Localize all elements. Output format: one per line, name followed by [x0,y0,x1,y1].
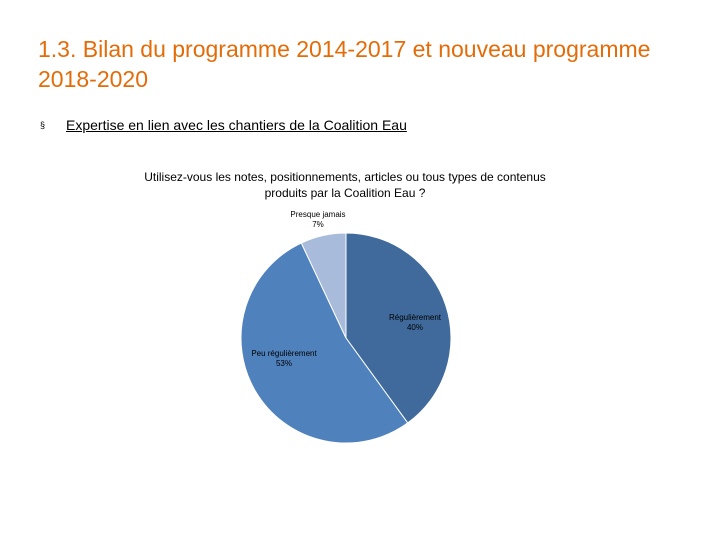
pie-slice-3 [300,232,347,339]
bullet-point: § Expertise en lien avec les chantiers d… [40,117,680,133]
bullet-square-icon: § [40,120,46,130]
pie-slice-1 [345,232,452,424]
pie-slice-2 [240,242,409,444]
bullet-text: Expertise en lien avec les chantiers de … [66,117,407,133]
slice-value-label-1: 40% [407,323,423,332]
slice-label-3: Presque jamais [290,210,345,219]
slice-value-label-3: 7% [312,220,324,229]
slice-label-1: Régulièrement [389,313,442,322]
slice-label-2: Peu régulièrement [251,349,317,358]
slide-title: 1.3. Bilan du programme 2014-2017 et nou… [38,36,651,92]
chart-title: Utilisez-vous les notes, positionnements… [144,170,546,200]
slice-value-label-2: 53% [276,359,292,368]
